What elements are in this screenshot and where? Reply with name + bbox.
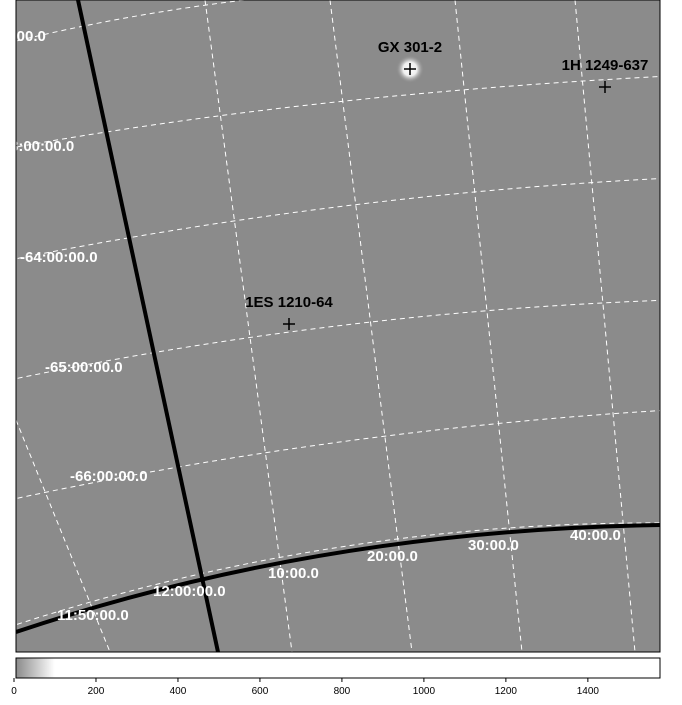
colorbar-tick-label: 1400 <box>577 686 600 697</box>
ra-label: 12:00:00.0 <box>153 583 226 600</box>
ra-label: 30:00.0 <box>468 537 519 554</box>
ra-label: 20:00.0 <box>367 548 418 565</box>
sky-image: GX 301-2 1H 1249-637 1ES 1210-64 00:00.0 3:0… <box>0 0 670 652</box>
colorbar-tick-label: 400 <box>170 686 187 697</box>
source-label: GX 301-2 <box>378 39 442 56</box>
colorbar-tick-label: 1000 <box>413 686 436 697</box>
sky-map-view: GX 301-2 1H 1249-637 1ES 1210-64 00:00.0 3:0… <box>0 0 682 700</box>
dec-label: -65:00:00.0 <box>45 359 123 376</box>
colorbar-tick-label: 200 <box>88 686 105 697</box>
colorbar-tick-label: 1200 <box>495 686 518 697</box>
colorbar-tick-label: 600 <box>252 686 269 697</box>
source-label: 1ES 1210-64 <box>245 294 333 311</box>
dec-label: 00:00.0 <box>0 28 46 45</box>
colorbar-tick-label: 0 <box>11 686 17 697</box>
dec-label: -66:00:00.0 <box>70 468 148 485</box>
ra-label: 40:00.0 <box>570 527 621 544</box>
colorbar <box>16 658 660 678</box>
ra-label: 11:50:00.0 <box>57 607 129 624</box>
dec-label: 3:00:00.0 <box>10 138 74 155</box>
dec-label: -64:00:00.0 <box>20 249 98 266</box>
source-label: 1H 1249-637 <box>562 57 649 74</box>
ra-label: 10:00.0 <box>268 565 319 582</box>
colorbar-tick-label: 800 <box>334 686 351 697</box>
